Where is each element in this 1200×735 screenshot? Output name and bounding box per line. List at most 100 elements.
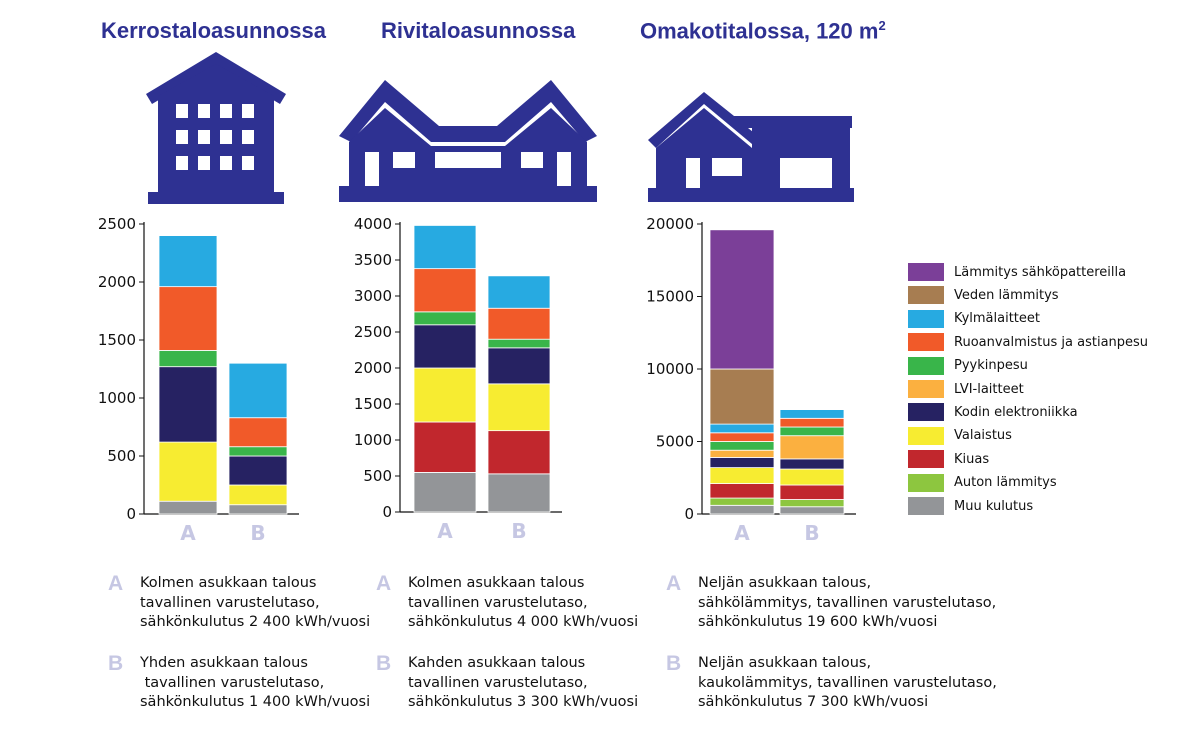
legend-label: Ruoanvalmistus ja astianpesu	[954, 334, 1149, 350]
legend-swatch	[908, 380, 944, 398]
y-tick-label: 20000	[646, 215, 694, 233]
legend-swatch	[908, 309, 944, 328]
title-terraced-house: Rivitaloasunnossa	[381, 18, 575, 44]
bar-segment	[779, 417, 845, 428]
description-letter: A	[108, 572, 124, 595]
y-tick-label: 1500	[98, 331, 136, 349]
x-category-label: B	[804, 521, 819, 545]
terraced-house-icon	[339, 80, 597, 202]
x-category-label: A	[734, 521, 750, 545]
y-tick-label: 0	[126, 505, 136, 523]
description-line: sähkönkulutus 2 400 kWh/vuosi	[140, 614, 371, 630]
bar-segment	[779, 426, 845, 437]
bar-segment	[709, 368, 775, 425]
x-category-label: A	[437, 519, 453, 543]
bar-segment	[158, 441, 218, 502]
legend-swatch	[908, 473, 944, 492]
bar-segment	[779, 484, 845, 500]
legend-label: Veden lämmitys	[954, 287, 1059, 303]
title-detached-house: Omakotitalossa, 120 m2	[640, 18, 886, 44]
legend-label: Kodin elektroniikka	[954, 404, 1078, 420]
description-line: sähkönkulutus 3 300 kWh/vuosi	[408, 694, 639, 710]
bar-segment	[413, 367, 477, 423]
bar-segment	[158, 350, 218, 368]
description-text: Kolmen asukkaan talous tavallinen varuste…	[408, 574, 638, 633]
legend-label: Kylmälaitteet	[954, 311, 1040, 327]
legend-item: Lämmitys sähköpattereilla	[908, 262, 1126, 282]
y-tick-label: 1500	[354, 395, 392, 413]
legend-label: Valaistus	[954, 428, 1012, 444]
title-apartment: Kerrostaloasunnossa	[101, 18, 326, 44]
legend-item: Valaistus	[908, 426, 1012, 446]
x-category-label: A	[180, 521, 196, 545]
description-a: A Neljän asukkaan talous, sähkölämmitys, t…	[666, 573, 996, 633]
description-line: sähkönkulutus 4 000 kWh/vuosi	[408, 614, 639, 630]
legend-label: Muu kulutus	[954, 498, 1034, 514]
bar-segment	[228, 446, 288, 457]
bar-segment	[709, 229, 775, 370]
bar-segment	[158, 366, 218, 443]
bar-segment	[487, 383, 551, 432]
bar-segment	[228, 455, 288, 486]
legend-item: Kiuas	[908, 449, 989, 469]
description-line: tavallinen varustelutaso,	[408, 594, 588, 611]
legend-label: Kiuas	[954, 451, 990, 467]
description-a: A Kolmen asukkaan talous tavallinen varust…	[108, 572, 371, 633]
legend-swatch	[908, 333, 944, 352]
description-line: tavallinen varustelutaso,	[140, 594, 320, 611]
legend-swatch	[908, 403, 944, 422]
description-line: sähkönkulutus 1 400 kWh/vuosi	[140, 694, 371, 710]
bar-segment	[487, 275, 551, 309]
description-letter: B	[108, 652, 124, 675]
x-category-label: B	[511, 519, 526, 543]
y-tick-label: 2000	[354, 359, 392, 377]
y-tick-label: 15000	[646, 288, 694, 306]
description-line: sähkölämmitys, tavallinen varustelutaso,	[698, 594, 997, 611]
title-apartment-text: Kerrostaloasunnossa	[101, 18, 326, 43]
y-tick-label: 500	[363, 467, 392, 485]
y-tick-label: 0	[382, 503, 392, 521]
bar-segment	[228, 362, 288, 419]
description-text: Yhden asukkaan talous tavallinen varuste…	[140, 654, 370, 713]
y-tick-label: 2500	[354, 323, 392, 341]
bar-segment	[413, 324, 477, 369]
y-tick-label: 10000	[646, 360, 694, 378]
y-tick-label: 0	[684, 505, 694, 523]
description-b: B Yhden asukkaan talous tavallinen varust…	[108, 652, 370, 713]
description-line: Kahden asukkaan talous	[408, 655, 586, 671]
description-b: B Neljän asukkaan talous, kaukolämmitys, t…	[666, 652, 997, 713]
description-text: Neljän asukkaan talous, sähkölämmitys, ta…	[698, 574, 996, 633]
bar-segment	[413, 421, 477, 473]
title-detached-house-text: Omakotitalossa, 120 m	[640, 18, 879, 44]
legend-item: Muu kulutus	[908, 496, 1033, 516]
bar-segment	[709, 504, 775, 515]
y-tick-label: 3000	[354, 287, 392, 305]
title-terraced-house-text: Rivitaloasunnossa	[381, 18, 576, 43]
legend-item: Kylmälaitteet	[908, 309, 1040, 329]
description-line: Kolmen asukkaan talous	[408, 575, 585, 591]
legend-swatch	[908, 450, 944, 469]
bar-segment	[158, 235, 218, 288]
description-line: kaukolämmitys, tavallinen varustelutaso,	[698, 674, 997, 691]
description-line: Yhden asukkaan talous	[140, 655, 308, 671]
legend-label: Lämmitys sähköpattereilla	[954, 264, 1127, 280]
detached-house-icon	[648, 92, 854, 202]
description-a: A Kolmen asukkaan talous tavallinen varust…	[376, 573, 638, 633]
x-category-label: B	[250, 521, 265, 545]
bar-segment	[487, 307, 551, 340]
y-tick-label: 2500	[98, 215, 136, 233]
bar-segment	[779, 409, 845, 419]
chart-detached-house: 0 5000 10000 15000 20000 A B	[646, 215, 856, 545]
description-line: Neljän asukkaan talous,	[698, 655, 872, 671]
bar-segment	[709, 457, 775, 468]
y-tick-label: 1000	[98, 389, 136, 407]
bar-segment	[709, 467, 775, 484]
legend-label: Auton lämmitys	[954, 475, 1057, 491]
legend-item: Auton lämmitys	[908, 473, 1057, 493]
bar-segment	[487, 430, 551, 475]
description-letter: B	[666, 652, 682, 675]
bar-segment	[487, 473, 551, 513]
apartment-building-icon	[146, 52, 286, 204]
bar-segment	[228, 417, 288, 448]
y-tick-label: 2000	[98, 273, 136, 291]
